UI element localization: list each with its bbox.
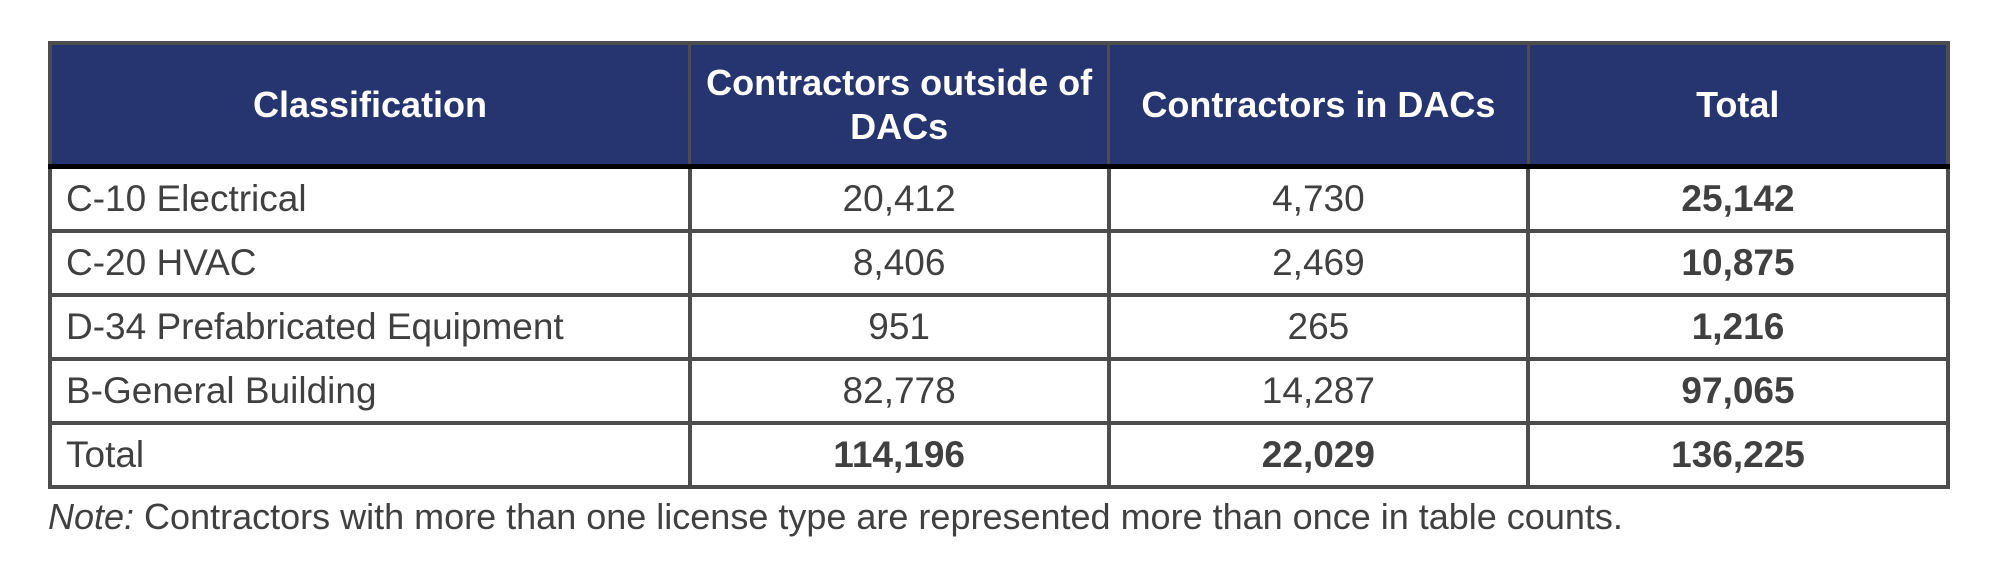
cell-total: 25,142: [1526, 164, 1950, 233]
cell-total: 10,875: [1526, 229, 1950, 297]
header-in-dacs: Contractors in DACs: [1107, 43, 1529, 169]
contractors-table: Classification Contractors outside of DA…: [48, 41, 1950, 489]
table-note: Note: Contractors with more than one lic…: [48, 496, 1623, 538]
table-row: D-34 Prefabricated Equipment 951 265 1,216: [48, 293, 1950, 361]
table-row: C-10 Electrical 20,412 4,730 25,142: [48, 164, 1950, 233]
cell-in-dacs: 22,029: [1106, 421, 1531, 489]
cell-outside-dacs: 114,196: [687, 421, 1111, 489]
cell-outside-dacs: 8,406: [687, 229, 1111, 297]
table-row: Total 114,196 22,029 136,225: [48, 421, 1950, 489]
cell-in-dacs: 2,469: [1106, 229, 1531, 297]
cell-outside-dacs: 82,778: [687, 357, 1111, 425]
header-row: Classification Contractors outside of DA…: [50, 43, 1948, 169]
note-text: Contractors with more than one license t…: [134, 496, 1623, 537]
cell-classification: B-General Building: [48, 357, 692, 425]
table-row: C-20 HVAC 8,406 2,469 10,875: [48, 229, 1950, 297]
cell-total: 136,225: [1526, 421, 1950, 489]
cell-outside-dacs: 951: [687, 293, 1111, 361]
header-outside-dacs: Contractors outside of DACs: [688, 43, 1109, 169]
note-label: Note:: [48, 496, 135, 537]
cell-total: 97,065: [1526, 357, 1950, 425]
cell-classification: Total: [48, 421, 692, 489]
table-row: B-General Building 82,778 14,287 97,065: [48, 357, 1950, 425]
header-classification: Classification: [50, 43, 690, 169]
cell-in-dacs: 14,287: [1106, 357, 1531, 425]
cell-outside-dacs: 20,412: [687, 164, 1111, 233]
cell-total: 1,216: [1526, 293, 1950, 361]
cell-classification: C-10 Electrical: [48, 164, 692, 233]
cell-in-dacs: 265: [1106, 293, 1531, 361]
header-total: Total: [1526, 43, 1948, 169]
cell-classification: D-34 Prefabricated Equipment: [48, 293, 692, 361]
cell-classification: C-20 HVAC: [48, 229, 692, 297]
cell-in-dacs: 4,730: [1106, 164, 1531, 233]
